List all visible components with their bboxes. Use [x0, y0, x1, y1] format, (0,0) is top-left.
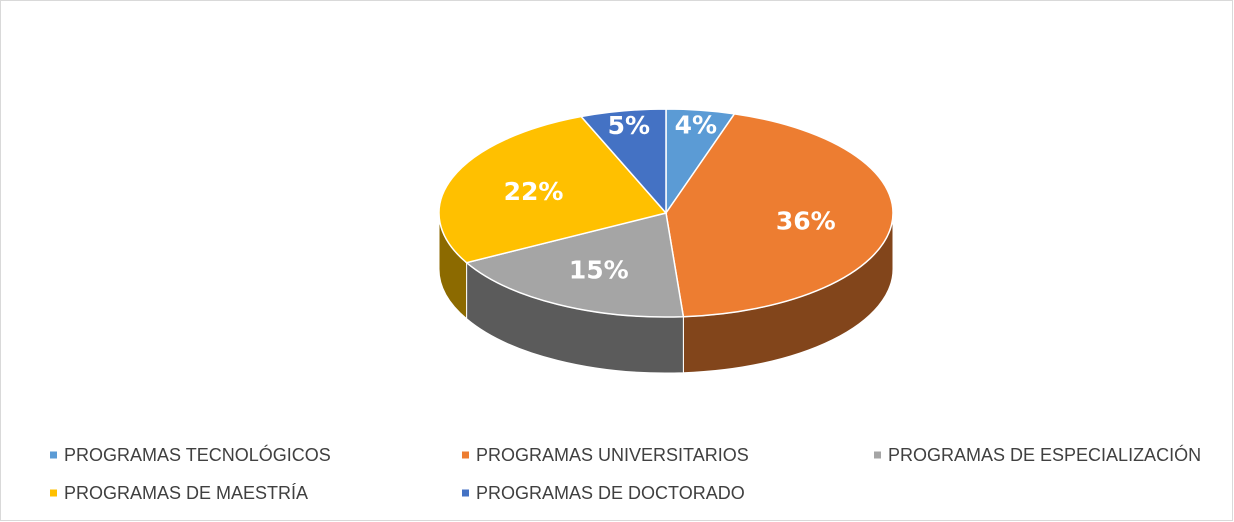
- data-label: 5%: [608, 111, 650, 140]
- pie-slice: [464, 212, 685, 318]
- data-label: 22%: [504, 177, 564, 206]
- pie-slice: [665, 113, 894, 318]
- pie-slice: [579, 108, 667, 215]
- data-label: 36%: [776, 206, 836, 235]
- legend-label: PROGRAMAS DE DOCTORADO: [476, 483, 745, 503]
- legend-label: PROGRAMAS DE MAESTRÍA: [64, 483, 308, 503]
- legend-swatch: [874, 451, 881, 459]
- data-label: 15%: [569, 256, 629, 285]
- legend-label: PROGRAMAS UNIVERSITARIOS: [476, 445, 749, 465]
- legend-swatch: [50, 451, 57, 459]
- pie-slice: [438, 115, 668, 264]
- legend-swatch: [462, 451, 469, 459]
- data-label: 4%: [675, 111, 717, 140]
- legend-swatch: [50, 489, 57, 497]
- legend-swatch: [462, 489, 469, 497]
- legend-label: PROGRAMAS DE ESPECIALIZACIÓN: [888, 444, 1201, 465]
- legend-label: PROGRAMAS TECNOLÓGICOS: [64, 444, 331, 465]
